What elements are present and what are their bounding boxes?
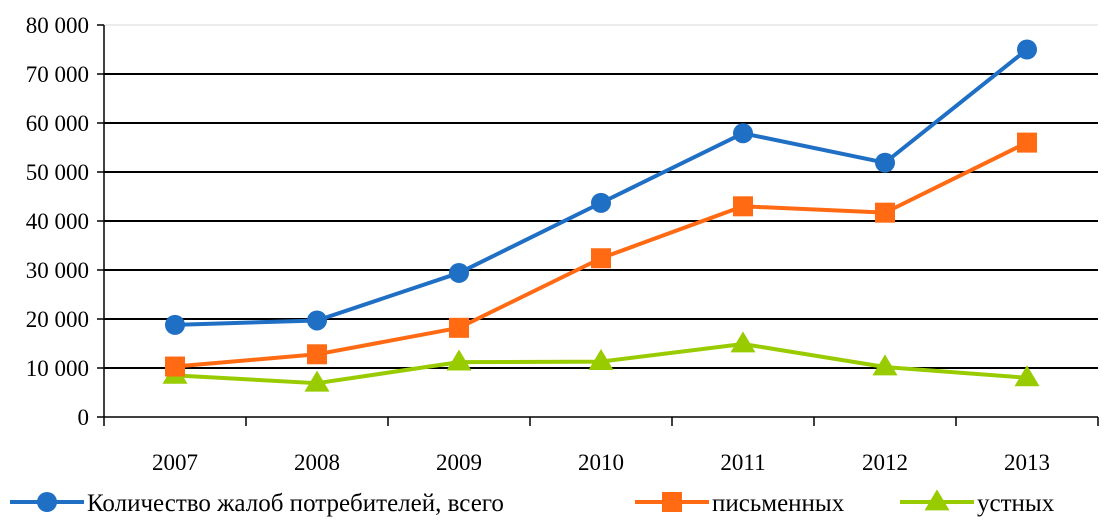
y-tick-label: 0 <box>78 405 90 430</box>
y-tick-label: 60 000 <box>26 111 89 136</box>
circle-marker <box>449 262 469 283</box>
x-tick-label: 2009 <box>436 450 482 475</box>
legend-label: Количество жалоб потребителей, всего <box>87 490 504 517</box>
triangle-marker <box>304 370 330 392</box>
square-marker <box>449 317 469 338</box>
triangle-marker <box>1014 365 1040 387</box>
circle-marker <box>165 314 185 335</box>
square-marker <box>307 344 327 365</box>
series-1 <box>165 132 1037 377</box>
circle-marker <box>733 123 753 144</box>
square-marker <box>662 492 682 512</box>
legend-item: Количество жалоб потребителей, всего <box>10 490 504 517</box>
series-line <box>174 47 1029 327</box>
series-layer <box>162 39 1040 392</box>
x-tick-label: 2010 <box>578 450 624 475</box>
gridlines <box>104 24 1098 369</box>
square-marker <box>1017 132 1037 153</box>
triangle-marker <box>872 354 898 376</box>
y-tick-label: 10 000 <box>26 356 89 381</box>
y-tick-label: 70 000 <box>26 62 89 87</box>
triangle-marker <box>588 349 614 371</box>
series-2 <box>162 331 1040 392</box>
axes <box>97 24 1099 426</box>
triangle-marker <box>730 331 756 353</box>
x-tick-label: 2011 <box>720 450 765 475</box>
legend-item: устных <box>900 489 1055 517</box>
circle-marker <box>307 310 327 331</box>
legend-label: письменных <box>712 490 845 517</box>
square-marker <box>165 356 185 377</box>
x-tick-label: 2007 <box>152 450 198 475</box>
circle-marker <box>1017 39 1037 60</box>
x-tick-label: 2013 <box>1004 450 1050 475</box>
y-tick-label: 80 000 <box>26 13 89 38</box>
y-tick-label: 30 000 <box>26 258 89 283</box>
y-tick-label: 20 000 <box>26 307 89 332</box>
x-axis-tick-labels: 2007 2008 2009 2010 2011 2012 2013 <box>152 450 1050 475</box>
square-marker <box>733 196 753 217</box>
x-tick-label: 2008 <box>294 450 340 475</box>
y-tick-label: 50 000 <box>26 160 89 185</box>
square-marker <box>875 202 895 223</box>
circle-marker <box>37 492 57 512</box>
legend-item: письменных <box>635 490 845 517</box>
circle-marker <box>875 152 895 173</box>
y-axis-tick-labels: 0 10 000 20 000 30 000 40 000 50 000 60 000 70 … <box>26 13 89 430</box>
square-marker <box>591 248 611 269</box>
legend-label: устных <box>977 490 1055 517</box>
y-tick-label: 40 000 <box>26 209 89 234</box>
circle-marker <box>591 192 611 213</box>
triangle-marker <box>924 489 950 511</box>
triangle-marker <box>446 349 472 371</box>
x-tick-label: 2012 <box>862 450 908 475</box>
series-0 <box>165 39 1037 335</box>
legend: Количество жалоб потребителей, всего пись… <box>10 489 1055 517</box>
